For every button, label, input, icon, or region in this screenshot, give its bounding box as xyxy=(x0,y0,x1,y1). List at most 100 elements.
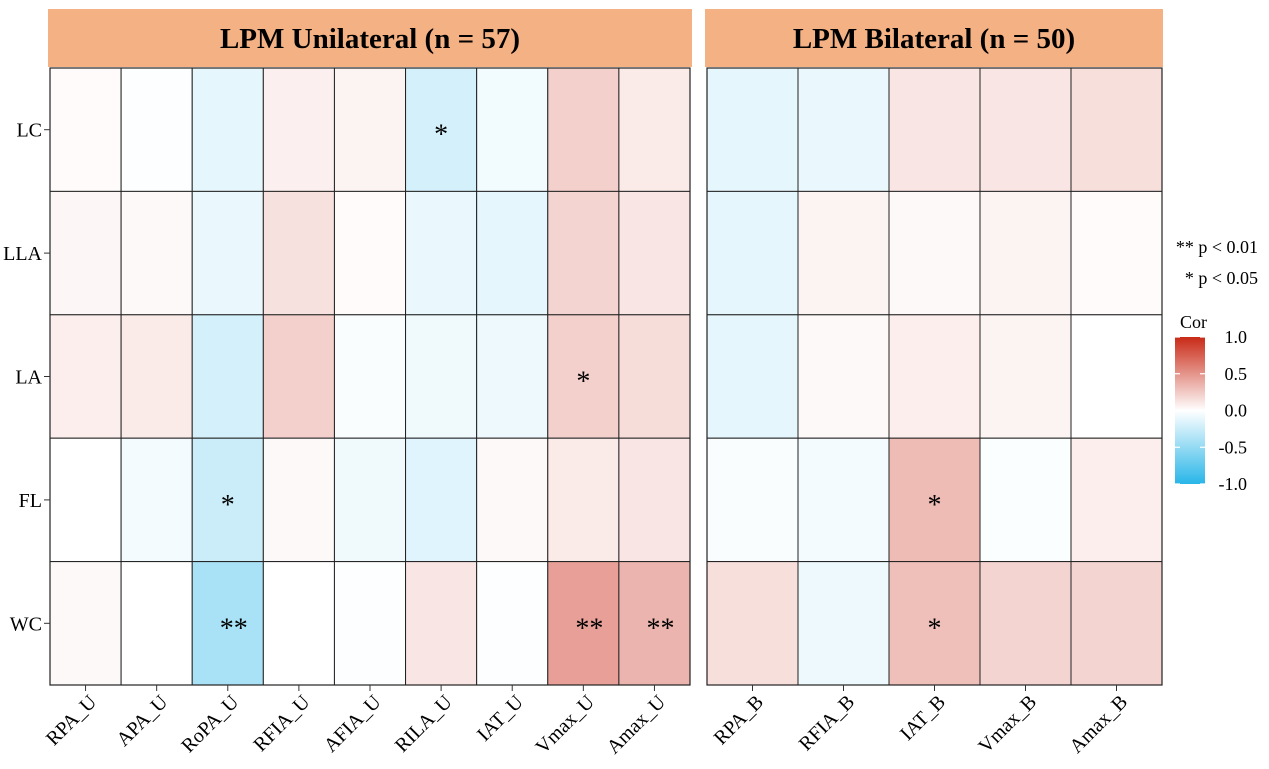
heatmap-cell xyxy=(476,437,549,563)
heatmap-cell xyxy=(49,67,122,192)
col-label-vmax_b: Vmax_B xyxy=(974,691,1041,758)
heatmap-cell xyxy=(618,190,691,316)
heatmap-cell xyxy=(405,561,478,686)
heatmap-cell xyxy=(333,561,407,686)
col-label-amax_b: Amax_B xyxy=(1065,691,1132,758)
heatmap-cell xyxy=(476,314,549,439)
heatmap-cell xyxy=(1070,314,1163,439)
row-label-fl: FL xyxy=(19,490,42,512)
heatmap-cell xyxy=(888,314,981,439)
heatmap-cell xyxy=(49,314,122,439)
row-label-lc: LC xyxy=(16,120,42,142)
significance-mark: * xyxy=(576,367,590,398)
heatmap-cell xyxy=(979,437,1072,563)
heatmap-cell xyxy=(49,437,122,563)
significance-mark: * xyxy=(434,120,448,151)
significance-mark: ** xyxy=(646,613,674,644)
heatmap-cell xyxy=(405,190,478,316)
heatmap-cell xyxy=(797,437,890,563)
heatmap-cell xyxy=(547,314,620,439)
col-label-rpa_u: RPA_U xyxy=(42,691,101,750)
heatmap-cell xyxy=(1070,67,1163,192)
significance-note-2: * p < 0.05 xyxy=(1185,268,1258,288)
panel-strip-1 xyxy=(48,9,692,67)
significance-mark: ** xyxy=(575,613,603,644)
col-label-rpa_b: RPA_B xyxy=(710,691,768,749)
heatmap-cell xyxy=(49,561,122,686)
heatmap-cell xyxy=(120,561,193,686)
panel-title-1: LPM Unilateral (n = 57) xyxy=(220,23,520,55)
heatmap-cell xyxy=(191,437,264,563)
legend-tick-label: 0.0 xyxy=(1225,401,1248,421)
col-label-amax_u: Amax_U xyxy=(603,691,671,759)
heatmap-cell xyxy=(49,190,122,316)
heatmap-cell xyxy=(262,67,335,192)
heatmap-cell xyxy=(888,561,981,686)
col-label-rfia_u: RFIA_U xyxy=(249,691,314,756)
heatmap-cell xyxy=(333,67,407,192)
heatmap-cell xyxy=(706,67,799,192)
heatmap-cell xyxy=(120,437,193,563)
col-label-rfia_b: RFIA_B xyxy=(795,691,859,755)
col-label-afia_u: AFIA_U xyxy=(320,691,386,757)
heatmap-cell xyxy=(476,561,549,686)
significance-mark: ** xyxy=(220,613,248,644)
heatmap-cell xyxy=(120,314,193,439)
significance-mark: * xyxy=(928,613,942,644)
heatmap-cell xyxy=(191,67,264,192)
heatmap-cell xyxy=(979,67,1072,192)
heatmap-cell xyxy=(262,190,335,316)
col-label-rila_u: RILA_U xyxy=(391,691,457,757)
heatmap-cell xyxy=(797,314,890,439)
heatmap-cell xyxy=(333,314,407,439)
col-label-iat_b: IAT_B xyxy=(896,691,950,745)
heatmap-cell xyxy=(706,437,799,563)
heatmap-cell xyxy=(405,67,478,192)
legend-tick-label: 0.5 xyxy=(1225,364,1248,384)
heatmap-cell xyxy=(618,437,691,563)
heatmap-cell xyxy=(706,561,799,686)
heatmap-cell xyxy=(979,561,1072,686)
col-label-ropa_u: RoPA_U xyxy=(177,691,244,758)
col-label-iat_u: IAT_U xyxy=(473,691,528,746)
heatmap-cell xyxy=(405,437,478,563)
heatmap-cell xyxy=(797,67,890,192)
heatmap-cell xyxy=(476,190,549,316)
legend-tick-label: 1.0 xyxy=(1225,327,1248,347)
col-label-apa_u: APA_U xyxy=(112,691,172,751)
row-label-lla: LLA xyxy=(3,243,42,265)
heatmap-cell xyxy=(262,314,335,439)
heatmap-cell xyxy=(888,67,981,192)
heatmap-cell xyxy=(262,437,335,563)
heatmap-cell xyxy=(706,190,799,316)
heatmap-cell xyxy=(191,190,264,316)
heatmap-cell xyxy=(262,561,335,686)
heatmap-cell xyxy=(1070,437,1163,563)
heatmap-cell xyxy=(120,190,193,316)
heatmap-cell xyxy=(888,190,981,316)
row-label-wc: WC xyxy=(10,613,42,635)
significance-mark: * xyxy=(928,490,942,521)
significance-note-1: ** p < 0.01 xyxy=(1176,237,1258,257)
panel-title-2: LPM Bilateral (n = 50) xyxy=(793,23,1075,55)
heatmap-cell xyxy=(888,437,981,563)
legend-tick-label: -1.0 xyxy=(1219,474,1248,494)
heatmap-cell xyxy=(979,190,1072,316)
panel-strip-2 xyxy=(705,9,1163,67)
heatmap-cell xyxy=(333,190,407,316)
heatmap-cell xyxy=(706,314,799,439)
heatmap-cell xyxy=(979,314,1072,439)
row-label-la: LA xyxy=(15,367,42,389)
heatmap-cell xyxy=(1070,561,1163,686)
heatmap-cell xyxy=(547,67,620,192)
heatmap-cell xyxy=(191,561,264,686)
heatmap-cell xyxy=(797,190,890,316)
heatmap-cell xyxy=(547,190,620,316)
heatmap-cell xyxy=(476,67,549,192)
heatmap-cell xyxy=(547,437,620,563)
significance-mark: * xyxy=(221,490,235,521)
heatmap-cell xyxy=(191,314,264,439)
legend-title: Cor xyxy=(1180,312,1207,332)
heatmap-cell xyxy=(618,314,691,439)
